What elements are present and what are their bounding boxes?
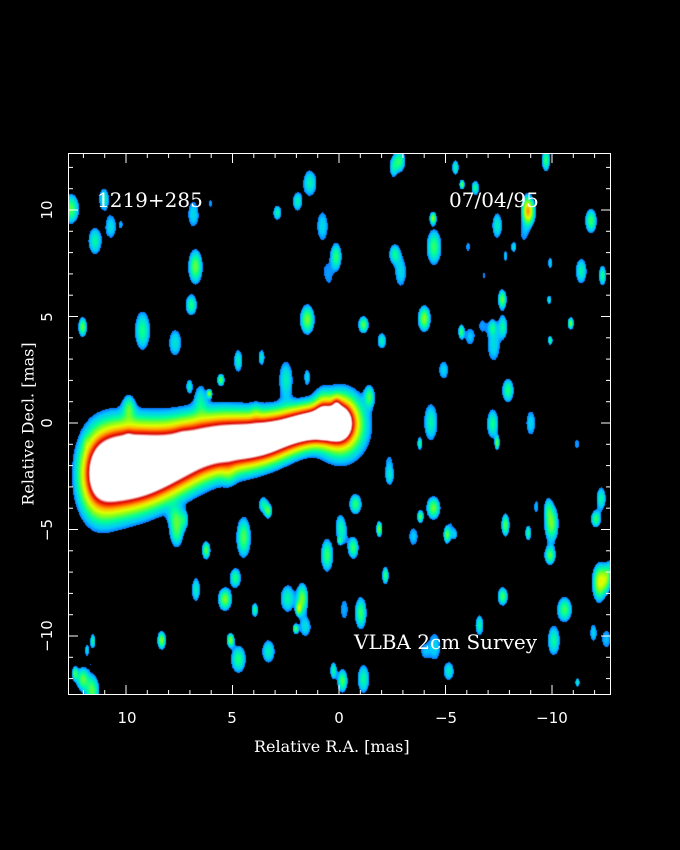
x-tick-label: 10 — [117, 709, 137, 727]
x-tick-label: 5 — [227, 709, 237, 727]
y-axis-label: Relative Decl. [mas] — [18, 342, 38, 506]
y-tick-label: 0 — [38, 418, 56, 428]
x-axis-label: Relative R.A. [mas] — [254, 737, 410, 756]
y-tick-label: 10 — [38, 200, 56, 220]
survey-label: VLBA 2cm Survey — [354, 630, 538, 654]
observation-date-label: 07/04/95 — [449, 188, 539, 212]
y-tick-label: −5 — [38, 518, 56, 542]
radio-map-canvas — [68, 153, 611, 695]
y-tick-label: −10 — [38, 620, 56, 652]
x-tick-label: −10 — [536, 709, 568, 727]
x-tick-label: 0 — [334, 709, 344, 727]
source-name-label: 1219+285 — [97, 188, 203, 212]
x-tick-label: −5 — [434, 709, 458, 727]
y-tick-label: 5 — [38, 312, 56, 322]
